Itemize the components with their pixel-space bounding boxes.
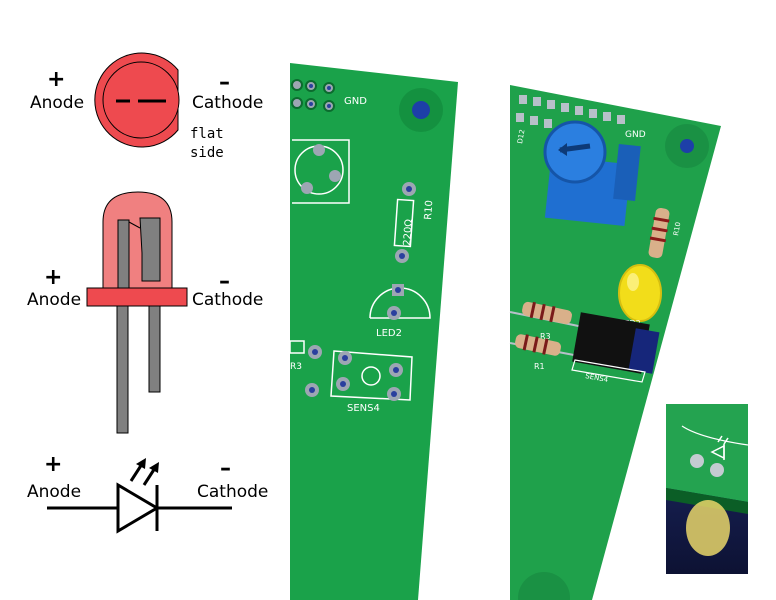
top-minus-sign: –: [219, 70, 230, 95]
led-anvil: [139, 217, 161, 282]
top-plus-sign: +: [47, 67, 66, 92]
symbol-triangle: [116, 482, 160, 534]
bare-sens4-outline: [330, 350, 413, 401]
bare-sens4-label: SENS4: [347, 403, 380, 414]
bare-led2-label: LED2: [376, 328, 402, 339]
symbol-plus-sign: +: [44, 452, 63, 477]
flat-side-label-2: side: [190, 145, 224, 161]
bare-mounting-hole: [412, 101, 430, 119]
symbol-arrowhead-2: [149, 462, 159, 473]
bare-r10-value: 220Ω: [402, 218, 415, 246]
led-bond-wire: [128, 221, 141, 229]
populated-r3-label: R3: [540, 332, 551, 341]
side-anode-label: Anode: [27, 290, 82, 310]
populated-gnd-label: GND: [625, 130, 646, 140]
flat-side-label-1: flat: [190, 126, 224, 142]
bare-r3-label: R3: [290, 362, 302, 372]
symbol-arrow-2: [142, 467, 157, 486]
symbol-anode-label: Anode: [27, 482, 82, 502]
side-plus-sign: +: [44, 265, 63, 290]
bare-gnd-label: GND: [344, 96, 367, 107]
symbol-minus-sign: –: [220, 456, 231, 481]
side-cathode-label: Cathode: [192, 290, 264, 310]
populated-r10-label: R10: [672, 221, 682, 236]
pcb-bare-board: [290, 63, 458, 600]
symbol-arrowhead-1: [136, 458, 146, 469]
symbol-arrow-1: [129, 463, 144, 482]
populated-sensor: [572, 312, 650, 374]
led-flange: [86, 287, 188, 307]
bare-r10-label: R10: [423, 200, 435, 220]
populated-d12-label: D12: [516, 129, 526, 144]
bare-trimpot-outline: [292, 139, 350, 204]
populated-sens4-label: SENS4: [585, 372, 610, 384]
populated-header-pins: [516, 95, 625, 128]
inset-pcb: [666, 404, 748, 502]
top-anode-label: Anode: [30, 93, 85, 113]
trimpot-knob: [543, 120, 607, 184]
side-minus-sign: –: [219, 269, 230, 294]
symbol-cathode-label: Cathode: [197, 482, 269, 502]
top-cathode-label: Cathode: [192, 93, 264, 113]
populated-r1-label: R1: [534, 362, 545, 371]
